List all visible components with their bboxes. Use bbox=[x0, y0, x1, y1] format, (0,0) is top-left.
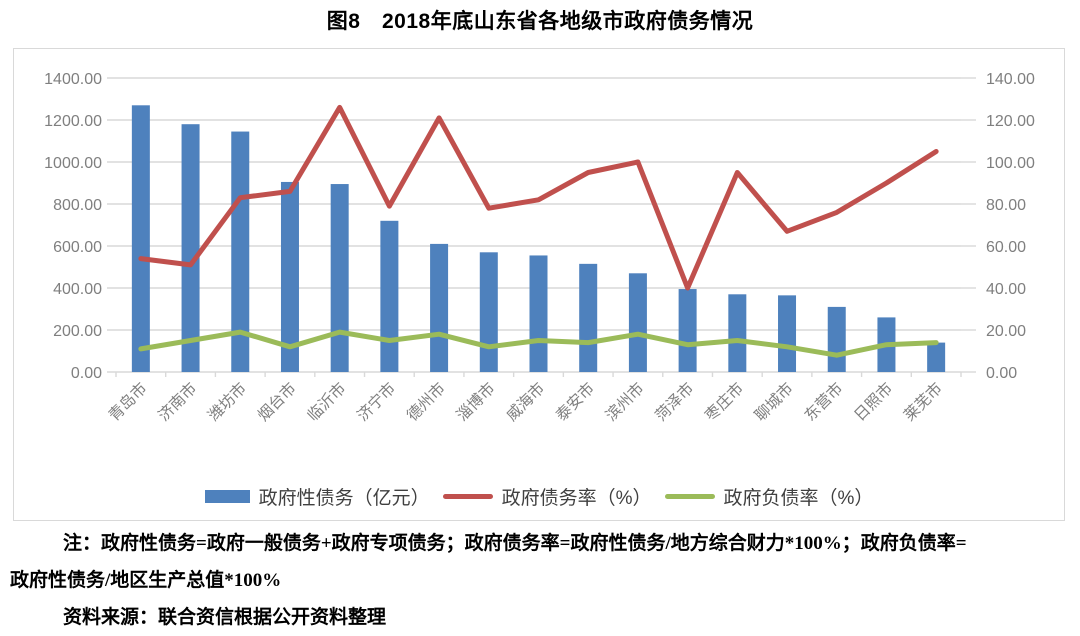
bar-聊城市 bbox=[778, 295, 797, 372]
x-axis-label-威海市: 威海市 bbox=[503, 379, 549, 425]
legend-item-liability-ratio: 政府负债率（%） bbox=[664, 483, 874, 510]
liability-ratio-line bbox=[138, 329, 939, 358]
legend-label-liability-ratio: 政府负债率（%） bbox=[723, 488, 874, 509]
right-axis-tick-label: 100.00 bbox=[986, 155, 1035, 172]
x-axis-label-临沂市: 临沂市 bbox=[304, 379, 350, 425]
bar-临沂市 bbox=[330, 184, 349, 372]
legend-item-government-debt: 政府性债务（亿元） bbox=[204, 483, 430, 510]
combo-chart-svg: 1400.00 1200.00 1000.00 800.00 600.00 400.00 2… bbox=[44, 71, 1035, 425]
note-source: 资料来源：联合资信根据公开资料整理 bbox=[63, 607, 387, 628]
x-axis-labels: 青岛市 济南市 潍坊市 烟台市 临沂市 济宁市 德州市 淄博市 威海市 泰安市 滨州市 菏泽市 枣庄市聊… bbox=[105, 379, 946, 425]
right-axis-tick-label: 140.00 bbox=[986, 71, 1035, 88]
bar-济宁市 bbox=[380, 220, 399, 372]
bar-滨州市 bbox=[628, 273, 647, 372]
debt-ratio-line bbox=[138, 104, 939, 291]
x-axis-label-泰安市: 泰安市 bbox=[552, 379, 598, 425]
left-axis-tick-label: 800.00 bbox=[53, 197, 102, 214]
x-axis-label-聊城市: 聊城市 bbox=[751, 379, 797, 425]
x-axis-label-日照市: 日照市 bbox=[851, 379, 897, 425]
left-axis-tick-label: 400.00 bbox=[53, 281, 102, 298]
x-axis-label-德州市: 德州市 bbox=[403, 379, 449, 425]
red-line-swatch-icon bbox=[442, 494, 493, 499]
legend-label-debt-ratio: 政府债务率（%） bbox=[501, 488, 652, 509]
right-axis-tick-label: 20.00 bbox=[986, 323, 1026, 340]
right-axis-tick-label: 60.00 bbox=[986, 239, 1026, 256]
left-axis-tick-label: 1200.00 bbox=[44, 113, 102, 130]
left-axis-tick-label: 600.00 bbox=[53, 239, 102, 256]
left-axis-tick-label: 200.00 bbox=[53, 323, 102, 340]
left-axis-tick-label: 1000.00 bbox=[44, 155, 102, 172]
figure-notes: 注：政府性债务=政府一般债务+政府专项债务；政府债务率=政府性债务/地方综合财力… bbox=[10, 525, 1073, 636]
x-axis-label-滨州市: 滨州市 bbox=[602, 379, 648, 425]
bar-威海市 bbox=[529, 255, 548, 372]
bar-泰安市 bbox=[579, 263, 598, 372]
x-axis-label-莱芜市: 莱芜市 bbox=[900, 379, 946, 425]
left-axis-tick-label: 0.00 bbox=[71, 365, 102, 382]
bar-烟台市 bbox=[280, 181, 299, 372]
bar-菏泽市 bbox=[678, 289, 697, 372]
note-line-1: 注：政府性债务=政府一般债务+政府专项债务；政府债务率=政府性债务/地方综合财力… bbox=[63, 533, 967, 554]
chart-legend: 政府性债务（亿元） 政府债务率（%） 政府负债率（%） bbox=[14, 483, 1064, 510]
right-axis-tick-label: 80.00 bbox=[986, 197, 1026, 214]
x-axis-label-烟台市: 烟台市 bbox=[254, 379, 300, 425]
bar-济南市 bbox=[181, 124, 200, 372]
bar-淄博市 bbox=[479, 252, 498, 372]
x-axis-label-淄博市: 淄博市 bbox=[453, 379, 499, 425]
bars-government-debt bbox=[131, 105, 946, 373]
bar-潍坊市 bbox=[231, 131, 250, 372]
x-axis-ticks bbox=[115, 372, 962, 377]
legend-label-government-debt: 政府性债务（亿元） bbox=[258, 488, 430, 509]
bar-swatch-icon bbox=[204, 490, 250, 503]
left-axis-tick-label: 1400.00 bbox=[44, 71, 102, 88]
bar-莱芜市 bbox=[927, 342, 946, 372]
chart-frame: 1400.00 1200.00 1000.00 800.00 600.00 400.00 2… bbox=[13, 48, 1065, 521]
x-axis-label-济南市: 济南市 bbox=[155, 379, 201, 425]
x-axis-label-枣庄市: 枣庄市 bbox=[702, 379, 748, 425]
right-axis-tick-label: 40.00 bbox=[986, 281, 1026, 298]
x-axis-label-济宁市: 济宁市 bbox=[354, 379, 400, 425]
green-line-swatch-icon bbox=[664, 494, 715, 499]
bar-青岛市 bbox=[131, 105, 150, 373]
right-axis-tick-label: 120.00 bbox=[986, 113, 1035, 130]
bar-枣庄市 bbox=[728, 294, 747, 372]
left-axis-labels: 1400.00 1200.00 1000.00 800.00 600.00 400.00 2… bbox=[44, 71, 102, 382]
x-axis-label-菏泽市: 菏泽市 bbox=[652, 379, 698, 425]
bar-东营市 bbox=[827, 306, 846, 372]
x-axis-label-东营市: 东营市 bbox=[801, 379, 847, 425]
right-axis-labels: 140.00 120.00 100.00 80.00 60.00 40.00 20.00 0.… bbox=[986, 71, 1035, 382]
x-axis-label-青岛市: 青岛市 bbox=[105, 379, 151, 425]
x-axis-label-潍坊市: 潍坊市 bbox=[204, 379, 250, 425]
right-axis-tick-label: 0.00 bbox=[986, 365, 1017, 382]
bar-德州市 bbox=[430, 243, 449, 372]
chart-title: 图8 2018年底山东省各地级市政府债务情况 bbox=[326, 10, 754, 33]
note-line-2: 政府性债务/地区生产总值*100% bbox=[10, 570, 282, 591]
legend-item-debt-ratio: 政府债务率（%） bbox=[442, 483, 652, 510]
